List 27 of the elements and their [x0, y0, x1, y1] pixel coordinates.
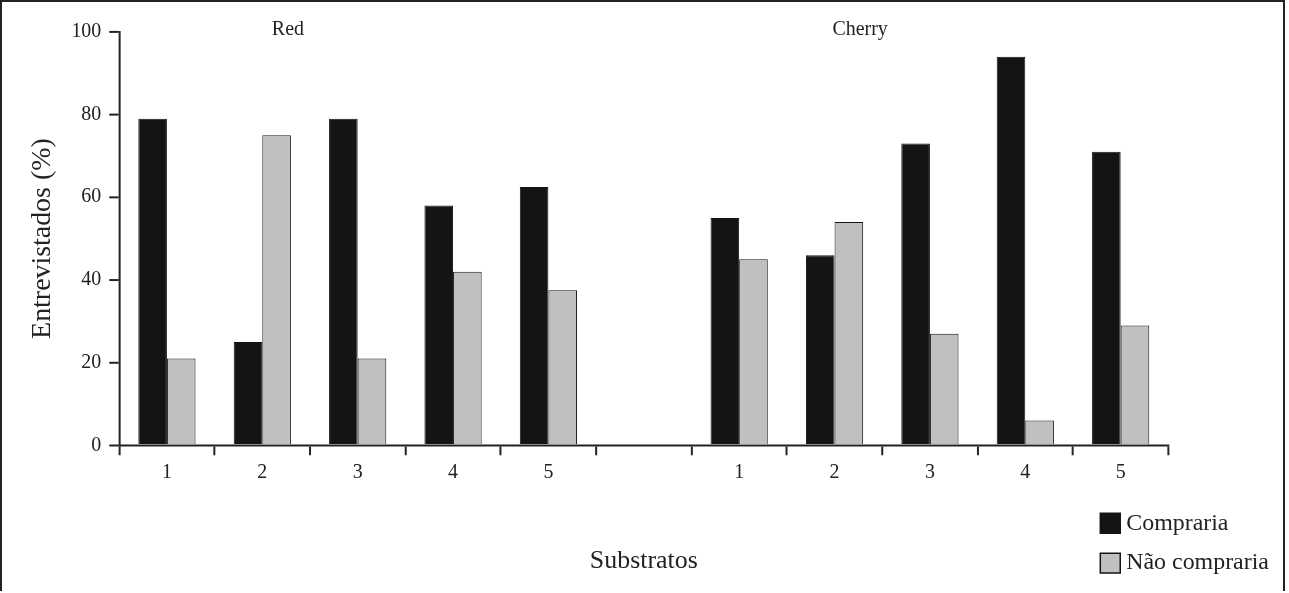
- y-tick-label: 20: [81, 349, 102, 372]
- x-axis-title: Substratos: [589, 545, 698, 575]
- x-tick-label: 3: [924, 460, 935, 483]
- x-tick-label: 2: [829, 460, 840, 483]
- y-tick-label: 80: [81, 101, 102, 124]
- x-tick-label: 4: [448, 460, 459, 483]
- legend-label: Compraria: [1126, 508, 1229, 535]
- annotation: Cherry: [832, 17, 888, 41]
- bar: [710, 217, 740, 445]
- y-tick-label: 0: [91, 432, 102, 455]
- x-tick-label: 4: [1020, 460, 1031, 483]
- legend-label: Não compraria: [1126, 548, 1270, 575]
- x-tick-label: 5: [1115, 460, 1126, 483]
- bar: [996, 56, 1026, 445]
- x-tick-label: 5: [543, 460, 554, 483]
- bar: [233, 341, 263, 445]
- y-tick-label: 60: [81, 184, 102, 207]
- x-tick-label: 1: [734, 460, 745, 483]
- x-tick-label: 1: [161, 460, 172, 483]
- annotation: Red: [271, 17, 304, 40]
- y-axis-title: Entrevistados (%): [25, 138, 57, 339]
- bar: [138, 118, 167, 445]
- x-tick-label: 3: [352, 460, 363, 483]
- y-tick-label: 100: [71, 19, 102, 42]
- x-tick-label: 2: [257, 460, 268, 483]
- bar: [519, 186, 549, 445]
- y-tick-label: 40: [81, 267, 102, 290]
